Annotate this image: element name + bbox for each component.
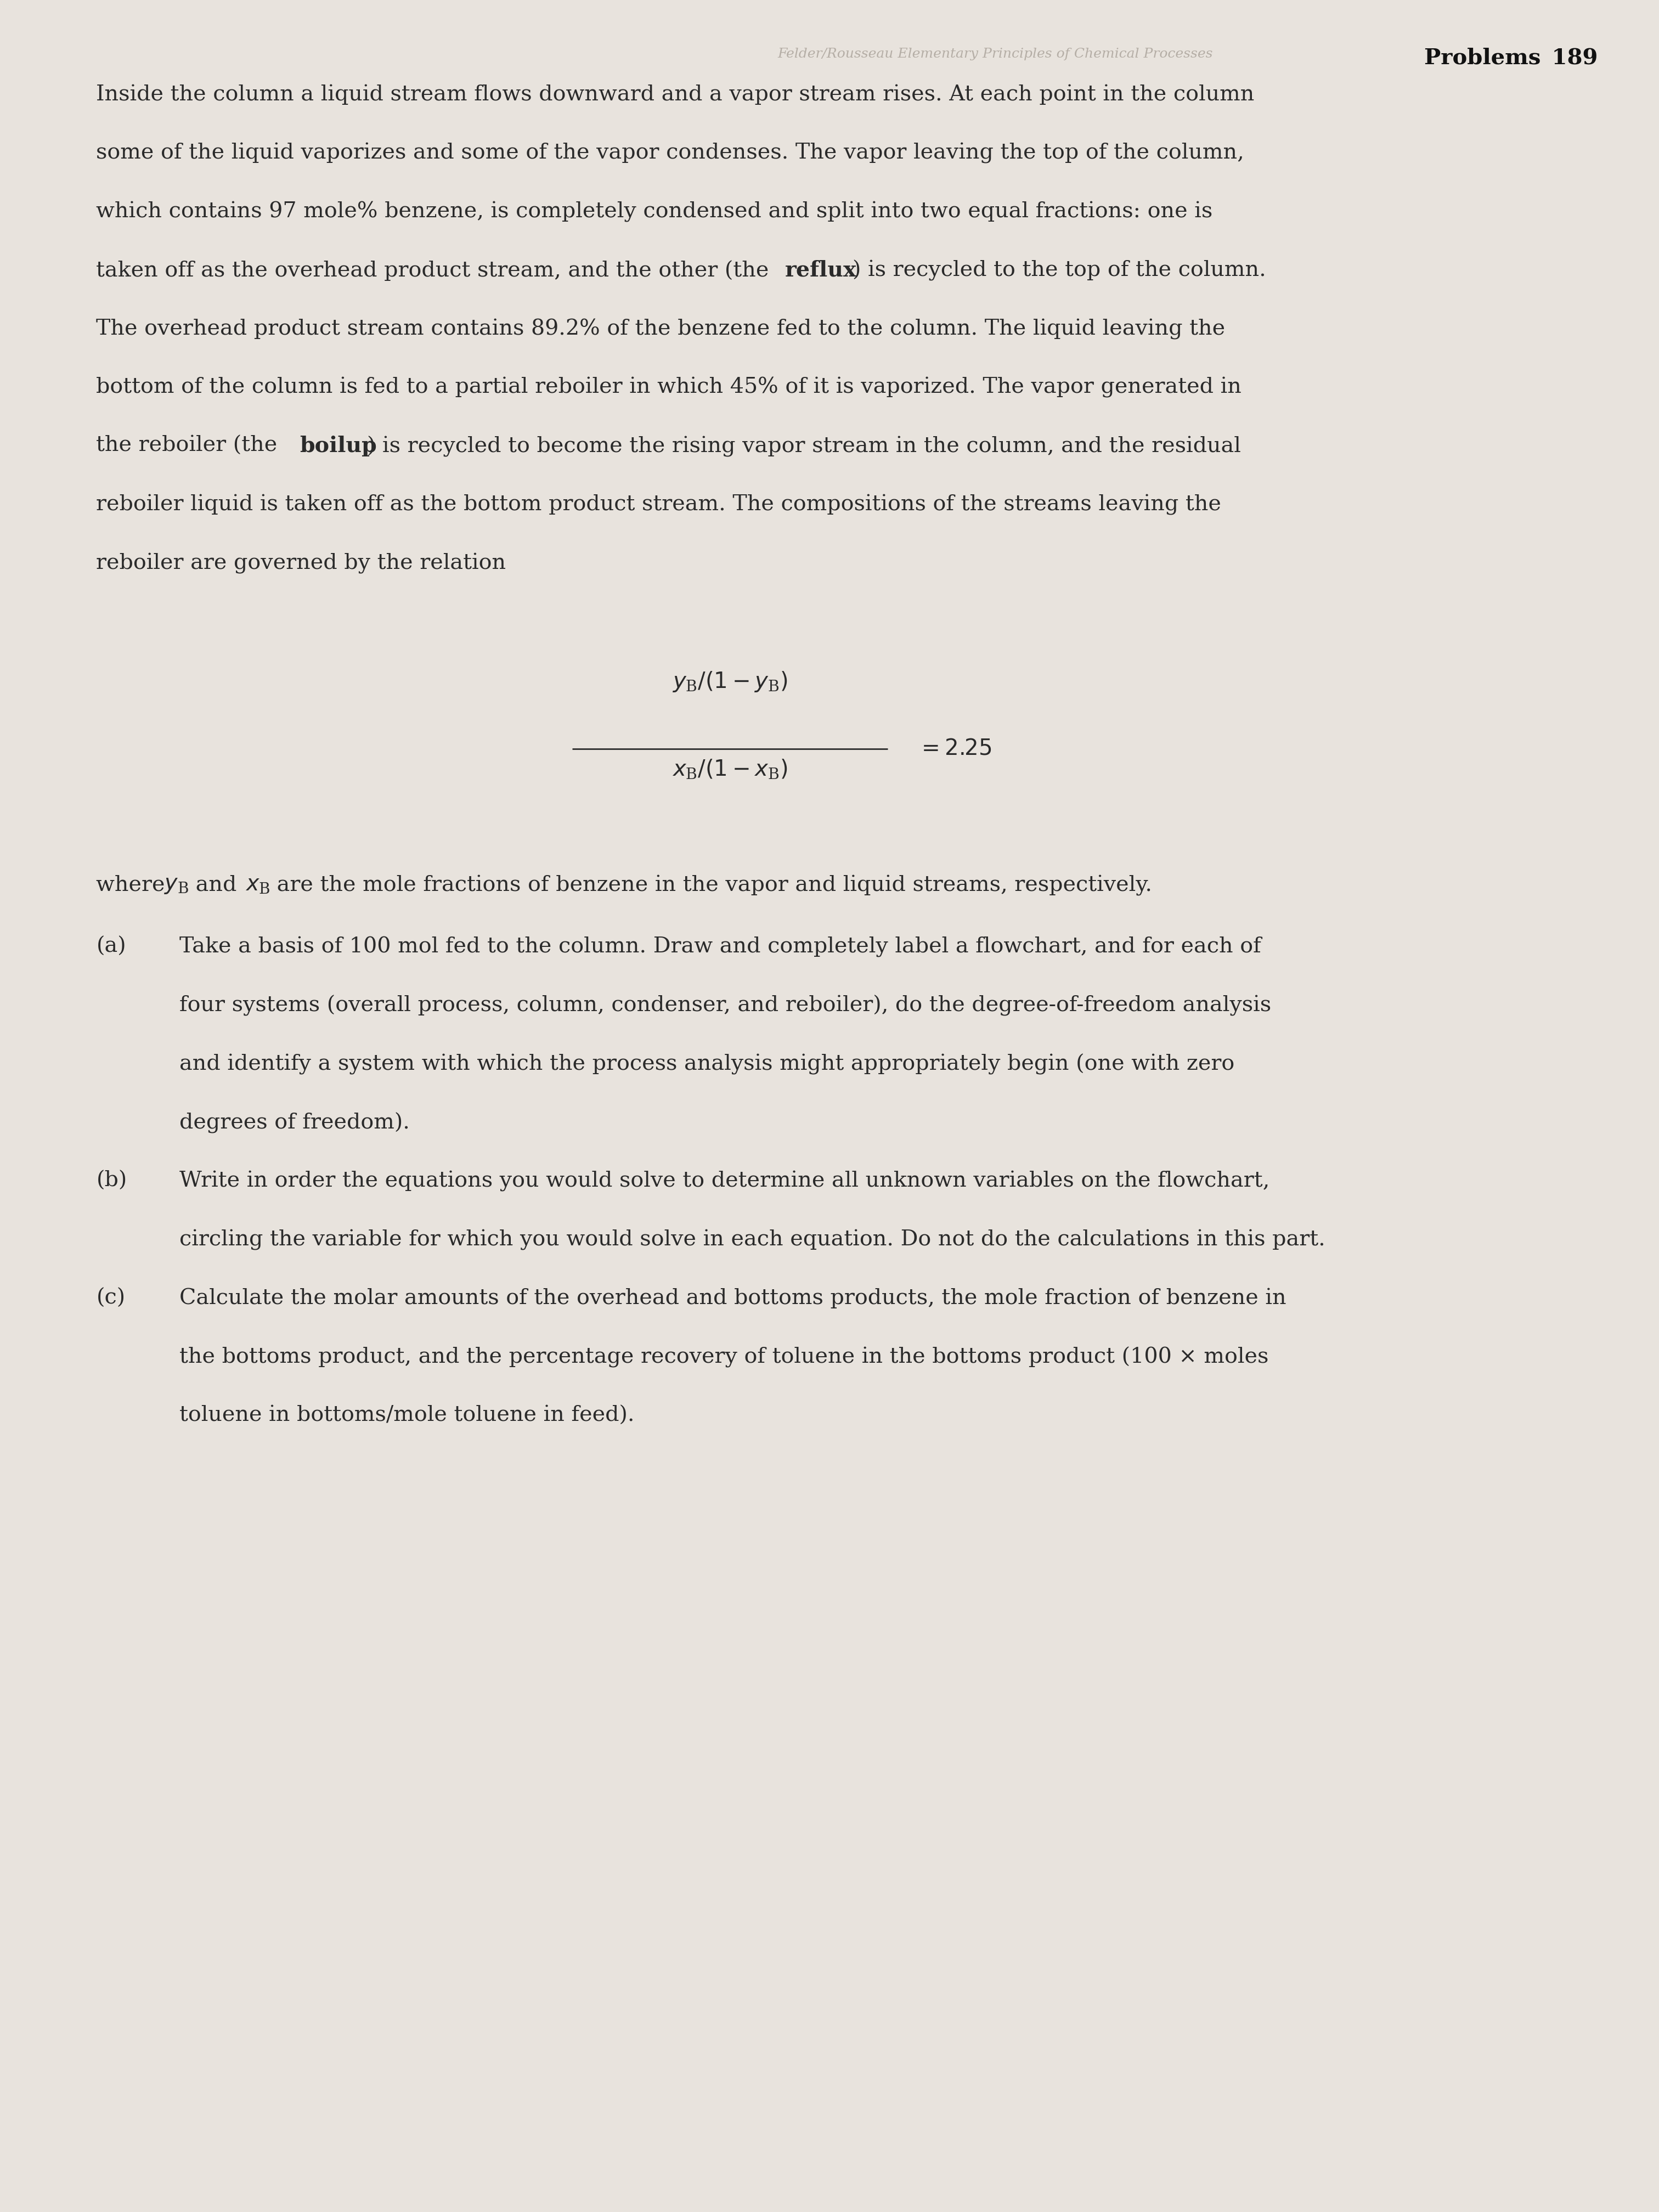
Text: degrees of freedom).: degrees of freedom). [179,1113,410,1133]
Text: boilup: boilup [300,436,377,456]
Text: four systems (overall process, column, condenser, and reboiler), do the degree-o: four systems (overall process, column, c… [179,995,1271,1015]
Text: are the mole fractions of benzene in the vapor and liquid streams, respectively.: are the mole fractions of benzene in the… [270,876,1153,896]
Text: the bottoms product, and the percentage recovery of toluene in the bottoms produ: the bottoms product, and the percentage … [179,1347,1269,1367]
Text: Felder/Rousseau Elementary Principles of Chemical Processes: Felder/Rousseau Elementary Principles of… [778,46,1213,60]
Text: (a): (a) [96,936,126,958]
Text: toluene in bottoms/mole toluene in feed).: toluene in bottoms/mole toluene in feed)… [179,1405,634,1427]
Text: reboiler are governed by the relation: reboiler are governed by the relation [96,553,506,573]
Text: and: and [189,876,244,896]
Text: $y_\mathregular{B}$: $y_\mathregular{B}$ [164,876,189,896]
Text: the reboiler (the: the reboiler (the [96,436,284,456]
Text: Take a basis of 100 mol fed to the column. Draw and completely label a flowchart: Take a basis of 100 mol fed to the colum… [179,936,1261,958]
Text: $y_\mathregular{B}/(1 - y_\mathregular{B})$: $y_\mathregular{B}/(1 - y_\mathregular{B… [672,670,788,695]
Text: where: where [96,876,173,896]
Text: Problems 189: Problems 189 [1423,46,1598,69]
Text: (b): (b) [96,1170,128,1192]
Text: $x_\mathregular{B}$: $x_\mathregular{B}$ [246,876,270,896]
Text: ) is recycled to become the rising vapor stream in the column, and the residual: ) is recycled to become the rising vapor… [367,436,1241,458]
Text: Inside the column a liquid stream flows downward and a vapor stream rises. At ea: Inside the column a liquid stream flows … [96,84,1254,104]
Text: $= 2.25$: $= 2.25$ [917,739,992,759]
Text: Write in order the equations you would solve to determine all unknown variables : Write in order the equations you would s… [179,1170,1269,1192]
Text: The overhead product stream contains 89.2% of the benzene fed to the column. The: The overhead product stream contains 89.… [96,319,1226,338]
Text: reboiler liquid is taken off as the bottom product stream. The compositions of t: reboiler liquid is taken off as the bott… [96,495,1221,515]
Text: some of the liquid vaporizes and some of the vapor condenses. The vapor leaving : some of the liquid vaporizes and some of… [96,142,1244,164]
Text: circling the variable for which you would solve in each equation. Do not do the : circling the variable for which you woul… [179,1230,1326,1250]
Text: bottom of the column is fed to a partial reboiler in which 45% of it is vaporize: bottom of the column is fed to a partial… [96,378,1241,398]
Text: ) is recycled to the top of the column.: ) is recycled to the top of the column. [853,261,1266,281]
Text: taken off as the overhead product stream, and the other (the: taken off as the overhead product stream… [96,261,776,281]
Text: (c): (c) [96,1287,126,1310]
Text: which contains 97 mole% benzene, is completely condensed and split into two equa: which contains 97 mole% benzene, is comp… [96,201,1213,221]
Text: reflux: reflux [785,261,856,281]
Text: and identify a system with which the process analysis might appropriately begin : and identify a system with which the pro… [179,1053,1234,1075]
Text: Calculate the molar amounts of the overhead and bottoms products, the mole fract: Calculate the molar amounts of the overh… [179,1287,1286,1310]
Text: $x_\mathregular{B}/(1 - x_\mathregular{B})$: $x_\mathregular{B}/(1 - x_\mathregular{B… [672,757,788,781]
